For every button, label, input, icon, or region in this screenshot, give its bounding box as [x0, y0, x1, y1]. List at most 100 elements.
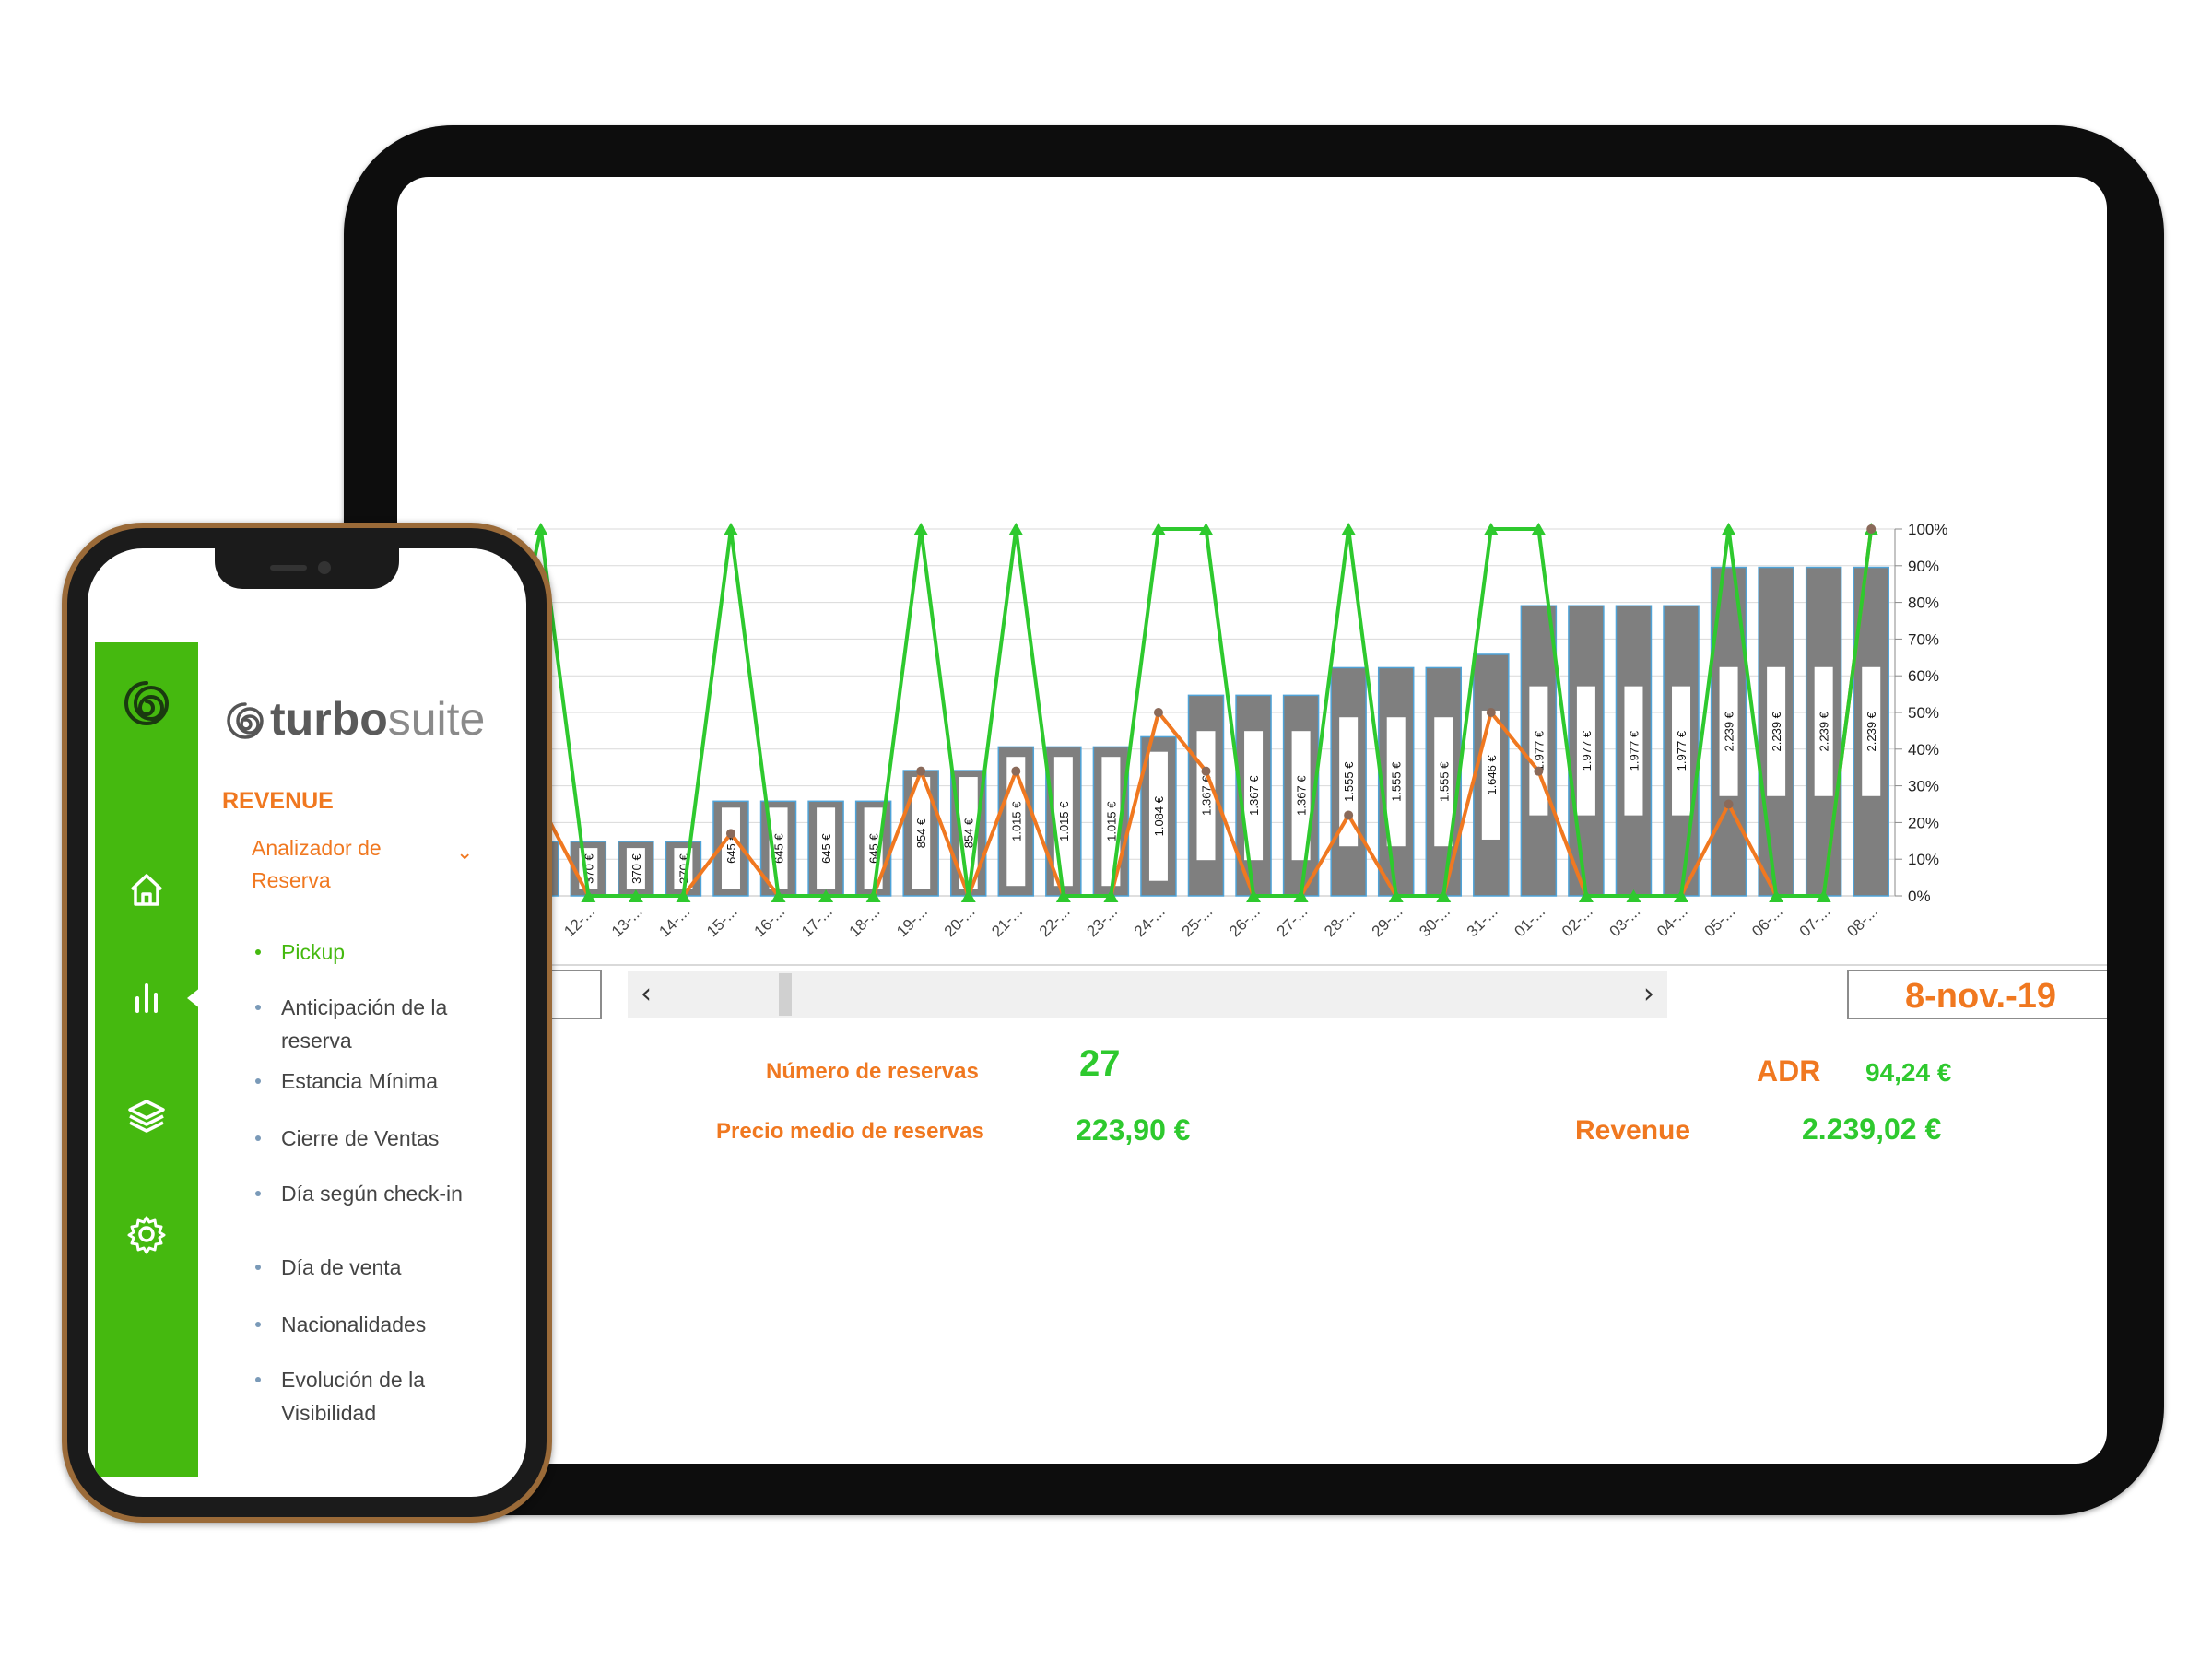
- brand-name: turbosuite: [270, 693, 486, 745]
- x-tick-label: 08-...: [1843, 902, 1881, 940]
- bar-label-box: [912, 777, 931, 889]
- x-tick-label: 22-...: [1036, 902, 1074, 940]
- x-tick-label: 23-...: [1083, 902, 1121, 940]
- bar-label: 854 €: [914, 818, 928, 848]
- scroll-left-button[interactable]: ‹: [628, 971, 665, 1018]
- green-point: [628, 889, 643, 902]
- menu-item-3[interactable]: Estancia Mínima: [255, 1065, 493, 1098]
- bar-label-box: [1576, 686, 1595, 816]
- layers-icon[interactable]: [119, 1088, 174, 1144]
- menu-item-label: Cierre de Ventas: [281, 1126, 440, 1150]
- x-tick-label: 30-...: [1416, 902, 1453, 940]
- phone-notch: [215, 548, 399, 589]
- bar-label: 2.239 €: [1770, 711, 1783, 751]
- green-point: [533, 523, 548, 535]
- bar-label-box: [1006, 757, 1026, 887]
- menu-item-label: Anticipación de la reserva: [281, 995, 448, 1053]
- y2-tick-label: 60%: [1908, 667, 1939, 685]
- menu-item-2[interactable]: Anticipación de la reserva: [255, 991, 493, 1057]
- bar-label: 1.977 €: [1580, 730, 1594, 771]
- x-tick-label: 12-...: [560, 902, 598, 940]
- x-tick-label: 21-...: [988, 902, 1026, 940]
- bar-label: 1.015 €: [1104, 801, 1118, 841]
- phone-screen: turbosuite REVENUE Analizador de Reserva…: [88, 548, 526, 1497]
- turbosuite-swirl-icon: [227, 702, 264, 739]
- scroll-thumb[interactable]: [779, 973, 792, 1016]
- bar-label-box: [1291, 731, 1311, 861]
- menu-item-5[interactable]: Día según check-in: [255, 1177, 493, 1210]
- chevron-down-icon[interactable]: ⌄: [456, 841, 474, 865]
- green-point: [1721, 523, 1736, 535]
- scroll-right-button[interactable]: ›: [1630, 971, 1667, 1018]
- home-icon[interactable]: [119, 862, 174, 917]
- x-tick-label: 28-...: [1321, 902, 1359, 940]
- menu-item-1[interactable]: Pickup: [255, 935, 493, 969]
- avg-price-value: 223,90 €: [1076, 1113, 1191, 1147]
- green-point: [1341, 523, 1357, 535]
- menu-bullet-icon: [255, 1191, 261, 1196]
- bar-label: 2.239 €: [1818, 711, 1831, 751]
- gear-icon[interactable]: [119, 1206, 174, 1262]
- orange-point: [1011, 766, 1021, 776]
- y2-tick-label: 50%: [1908, 704, 1939, 722]
- x-tick-label: 24-...: [1131, 902, 1169, 940]
- bookings-value: 27: [1079, 1043, 1121, 1084]
- bar-label: 1.977 €: [1532, 730, 1546, 771]
- bar-label: 1.977 €: [1675, 730, 1688, 771]
- menu-item-6[interactable]: Día de venta: [255, 1251, 493, 1284]
- y2-tick-label: 90%: [1908, 558, 1939, 575]
- green-point: [960, 889, 976, 902]
- menu-bullet-icon: [255, 1005, 261, 1010]
- green-point: [581, 889, 596, 902]
- green-point: [1578, 889, 1594, 902]
- date-scrollbar[interactable]: ‹ ›: [628, 971, 1667, 1018]
- bar-label-box: [817, 807, 836, 889]
- speaker-grill: [270, 565, 307, 571]
- bar-label: 1.555 €: [1390, 761, 1404, 802]
- bar-label-box: [1672, 686, 1691, 816]
- menu-bullet-icon: [255, 949, 261, 955]
- bar-label: 1.084 €: [1152, 795, 1166, 836]
- bar-label-box: [1148, 751, 1168, 881]
- x-tick-label: 20-...: [941, 902, 979, 940]
- bar-label-box: [1244, 731, 1264, 861]
- x-tick-label: 07-...: [1796, 902, 1834, 940]
- menu-item-7[interactable]: Nacionalidades: [255, 1308, 493, 1341]
- menu-item-label: Día de venta: [281, 1255, 402, 1279]
- bar-label: 854 €: [962, 818, 976, 848]
- green-point: [1055, 889, 1071, 902]
- y2-tick-label: 80%: [1908, 594, 1939, 612]
- menu-bullet-icon: [255, 1265, 261, 1270]
- orange-point: [1486, 708, 1496, 717]
- turbosuite-logo-icon[interactable]: [119, 676, 174, 731]
- bar-label-box: [1386, 717, 1406, 847]
- green-point: [818, 889, 834, 902]
- green-point: [676, 889, 691, 902]
- bar-label: 370 €: [629, 853, 643, 884]
- menu-item-8[interactable]: Evolución de la Visibilidad: [255, 1363, 493, 1430]
- green-point: [771, 889, 786, 902]
- orange-point: [1344, 810, 1354, 820]
- x-tick-label: 01-...: [1511, 902, 1548, 940]
- revenue-value: 2.239,02 €: [1802, 1112, 1942, 1146]
- x-tick-label: 05-...: [1701, 902, 1739, 940]
- menu-item-label: Día según check-in: [281, 1182, 463, 1206]
- menu-item-4[interactable]: Cierre de Ventas: [255, 1122, 493, 1155]
- menu-parent-analizador[interactable]: Analizador de Reserva: [252, 836, 382, 892]
- bar-label-box: [1339, 717, 1359, 847]
- x-tick-label: 31-...: [1464, 902, 1501, 940]
- menu-bullet-icon: [255, 1322, 261, 1327]
- end-date-box[interactable]: 8-nov.-19: [1847, 970, 2107, 1019]
- tablet-screen: 0% 10% 20% 30% 40% 50% 60% 70% 80% 90% 100% 370 €37…: [397, 177, 2107, 1464]
- menu-bullet-icon: [255, 1135, 261, 1141]
- x-tick-label: 19-...: [893, 902, 931, 940]
- bar-label-box: [1624, 686, 1643, 816]
- green-point: [1483, 523, 1499, 535]
- green-point: [1626, 889, 1641, 902]
- y2-tick-label: 70%: [1908, 630, 1939, 648]
- y2-tick-label: 20%: [1908, 814, 1939, 831]
- bar-label: 2.239 €: [1723, 711, 1736, 751]
- y2-tick-label: 40%: [1908, 741, 1939, 759]
- bar-chart-icon[interactable]: [119, 971, 174, 1026]
- active-indicator: [187, 983, 206, 1013]
